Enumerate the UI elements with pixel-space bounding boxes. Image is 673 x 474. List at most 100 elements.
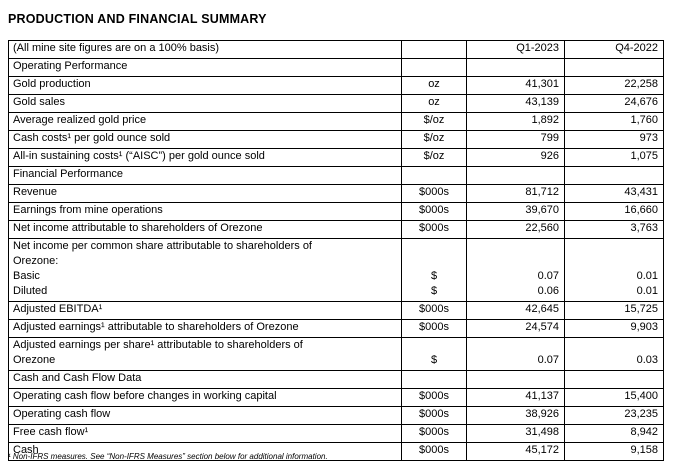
table-row: Net income attributable to shareholders … [8,220,664,239]
cell-unit: $000s [401,442,467,461]
cell-q1: 31,498 [466,424,565,443]
cell-q1: 0.07 0.06 [466,238,565,302]
cell-q1: 41,301 [466,76,565,95]
cell-q1: 1,892 [466,112,565,131]
cell-unit: $000s [401,319,467,338]
table-row: Cash $000s 45,172 9,158 [8,442,664,461]
cell-q4: 15,400 [564,388,664,407]
cell-unit: oz [401,94,467,113]
cell-q1: 24,574 [466,319,565,338]
cell-unit: $000s [401,184,467,203]
table-row: Operating cash flow before changes in wo… [8,388,664,407]
cell-unit: $ [401,337,467,371]
table-row: Average realized gold price $/oz 1,892 1,76… [8,112,664,131]
cell-q1: 799 [466,130,565,149]
cell-q1 [466,166,565,185]
cell-label: Earnings from mine operations [8,202,402,221]
cell-q1: 22,560 [466,220,565,239]
cell-label: Operating cash flow [8,406,402,425]
cell-q1 [466,58,565,77]
cell-q1: 43,139 [466,94,565,113]
cell-q1: 38,926 [466,406,565,425]
table-row: Cash costs¹ per gold ounce sold $/oz 799 97… [8,130,664,149]
table-body: Operating Performance Gold production oz 41… [8,58,664,461]
table-row: Earnings from mine operations $000s 39,670… [8,202,664,221]
table-row: Gold production oz 41,301 22,258 [8,76,664,95]
production-financial-summary-table: (All mine site figures are on a 100% bas… [8,40,664,461]
cell-label: Cash and Cash Flow Data [8,370,402,389]
section-row: Operating Performance [8,58,664,77]
cell-label: Free cash flow¹ [8,424,402,443]
cell-q4: 0.03 [564,337,664,371]
cell-label: Operating Performance [8,58,402,77]
cell-unit: oz [401,76,467,95]
header-q4-2022: Q4-2022 [564,40,664,59]
cell-q1: 42,645 [466,301,565,320]
table-row: Adjusted earnings¹ attributable to share… [8,319,664,338]
cell-q4: 15,725 [564,301,664,320]
table-row: Operating cash flow $000s 38,926 23,235 [8,406,664,425]
cell-q1: 39,670 [466,202,565,221]
table-row: All-in sustaining costs¹ (“AISC”) per go… [8,148,664,167]
cell-q1: 0.07 [466,337,565,371]
cell-q4: 24,676 [564,94,664,113]
table-row: Adjusted EBITDA¹ $000s 42,645 15,725 [8,301,664,320]
cell-q4: 1,075 [564,148,664,167]
cell-unit: $000s [401,424,467,443]
cell-q4: 0.01 0.01 [564,238,664,302]
cell-q4: 16,660 [564,202,664,221]
cell-q1: 45,172 [466,442,565,461]
cell-label: Revenue [8,184,402,203]
table-row: Free cash flow¹ $000s 31,498 8,942 [8,424,664,443]
cell-q4 [564,58,664,77]
cell-label: Gold sales [8,94,402,113]
section-row: Cash and Cash Flow Data [8,370,664,389]
cell-unit [401,58,467,77]
cell-unit: $000s [401,301,467,320]
cell-label: Net income per common share attributable… [8,238,402,302]
cell-label: Adjusted earnings per share¹ attributabl… [8,337,402,371]
cell-q1: 41,137 [466,388,565,407]
cell-q4: 973 [564,130,664,149]
cell-label: Gold production [8,76,402,95]
cell-q1: 926 [466,148,565,167]
non-ifrs-footnote: ¹ Non-IFRS measures. See “Non-IFRS Measu… [8,452,328,461]
cell-unit: $000s [401,202,467,221]
cell-q4: 9,903 [564,319,664,338]
cell-q4 [564,166,664,185]
cell-unit: $/oz [401,148,467,167]
cell-q4 [564,370,664,389]
table-header-row: (All mine site figures are on a 100% bas… [8,40,664,59]
cell-q4: 1,760 [564,112,664,131]
cell-unit: $/oz [401,130,467,149]
header-basis-note: (All mine site figures are on a 100% bas… [8,40,402,59]
header-unit-column [401,40,467,59]
cell-unit: $ $ [401,238,467,302]
cell-label: Net income attributable to shareholders … [8,220,402,239]
cell-unit: $000s [401,406,467,425]
cell-label: Adjusted earnings¹ attributable to share… [8,319,402,338]
table-row: Revenue $000s 81,712 43,431 [8,184,664,203]
cell-unit: $/oz [401,112,467,131]
section-row: Financial Performance [8,166,664,185]
cell-label: Financial Performance [8,166,402,185]
page-title: PRODUCTION AND FINANCIAL SUMMARY [8,12,267,26]
cell-label: Adjusted EBITDA¹ [8,301,402,320]
header-q1-2023: Q1-2023 [466,40,565,59]
cell-q4: 43,431 [564,184,664,203]
cell-q4: 8,942 [564,424,664,443]
cell-label: All-in sustaining costs¹ (“AISC”) per go… [8,148,402,167]
cell-q1 [466,370,565,389]
cell-unit [401,166,467,185]
cell-q1: 81,712 [466,184,565,203]
cell-label: Average realized gold price [8,112,402,131]
cell-q4: 9,158 [564,442,664,461]
cell-unit: $000s [401,388,467,407]
table-row: Gold sales oz 43,139 24,676 [8,94,664,113]
cell-q4: 3,763 [564,220,664,239]
table-row: Net income per common share attributable… [8,238,664,302]
table-row: Adjusted earnings per share¹ attributabl… [8,337,664,371]
cell-label: Cash costs¹ per gold ounce sold [8,130,402,149]
cell-q4: 22,258 [564,76,664,95]
